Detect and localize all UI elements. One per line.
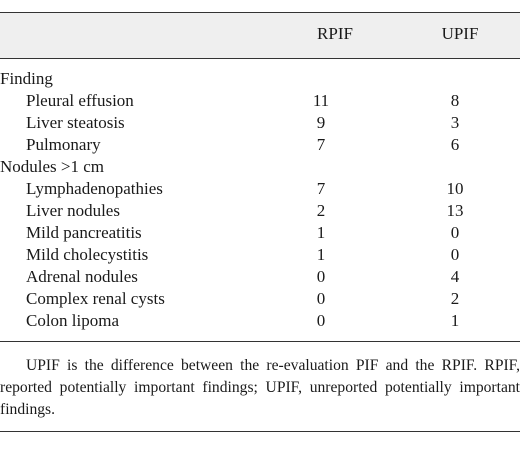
cell-upif: 0 — [450, 223, 460, 242]
table-row: Complex renal cysts 0 2 — [0, 288, 520, 310]
row-label: Pulmonary — [26, 135, 101, 154]
cell-rpif: 0 — [316, 311, 326, 330]
cell-rpif: 11 — [312, 91, 330, 110]
group-label: Nodules >1 cm — [0, 157, 105, 176]
row-label: Mild pancreatitis — [26, 223, 142, 242]
cell-rpif: 7 — [316, 179, 326, 198]
column-header-upif: UPIF — [441, 24, 479, 43]
row-label: Liver steatosis — [26, 113, 125, 132]
row-label: Mild cholecystitis — [26, 245, 149, 264]
cell-rpif: 0 — [316, 289, 326, 308]
cell-rpif: 1 — [316, 223, 326, 242]
row-label: Liver nodules — [26, 201, 120, 220]
cell-upif: 8 — [450, 91, 460, 110]
table-row: Pleural effusion 11 8 — [0, 90, 520, 112]
row-label: Colon lipoma — [26, 311, 120, 330]
table-row: Lymphadenopathies 7 10 — [0, 178, 520, 200]
cell-upif: 13 — [446, 201, 464, 220]
table-row: Mild pancreatitis 1 0 — [0, 222, 520, 244]
row-label: Adrenal nodules — [26, 267, 138, 286]
row-label: Lymphadenopathies — [26, 179, 163, 198]
table-top-rule — [0, 12, 520, 13]
table-row: Liver steatosis 9 3 — [0, 112, 520, 134]
cell-rpif: 7 — [316, 135, 326, 154]
table-row: Pulmonary 7 6 — [0, 134, 520, 156]
table-row: Colon lipoma 0 1 — [0, 310, 520, 332]
cell-upif: 4 — [450, 267, 460, 286]
table-header-rule — [0, 58, 520, 59]
table-bottom-rule — [0, 431, 520, 432]
cell-upif: 2 — [450, 289, 460, 308]
group-label: Finding — [0, 69, 53, 88]
cell-upif: 0 — [450, 245, 460, 264]
cell-upif: 10 — [446, 179, 464, 198]
table-row: Mild cholecystitis 1 0 — [0, 244, 520, 266]
cell-upif: 1 — [450, 311, 460, 330]
table-header-band — [0, 13, 520, 58]
cell-rpif: 9 — [316, 113, 326, 132]
table-row: Liver nodules 2 13 — [0, 200, 520, 222]
table-group-row: Nodules >1 cm — [0, 156, 520, 178]
cell-rpif: 1 — [316, 245, 326, 264]
cell-rpif: 2 — [316, 201, 326, 220]
column-header-rpif: RPIF — [317, 24, 353, 43]
cell-rpif: 0 — [316, 267, 326, 286]
cell-upif: 3 — [450, 113, 460, 132]
row-label: Complex renal cysts — [26, 289, 165, 308]
table-row: Adrenal nodules 0 4 — [0, 266, 520, 288]
table-group-row: Finding — [0, 68, 520, 90]
table-body-rule — [0, 341, 520, 342]
cell-upif: 6 — [450, 135, 460, 154]
table-footnote: UPIF is the difference between the re-ev… — [0, 357, 520, 418]
row-label: Pleural effusion — [26, 91, 134, 110]
